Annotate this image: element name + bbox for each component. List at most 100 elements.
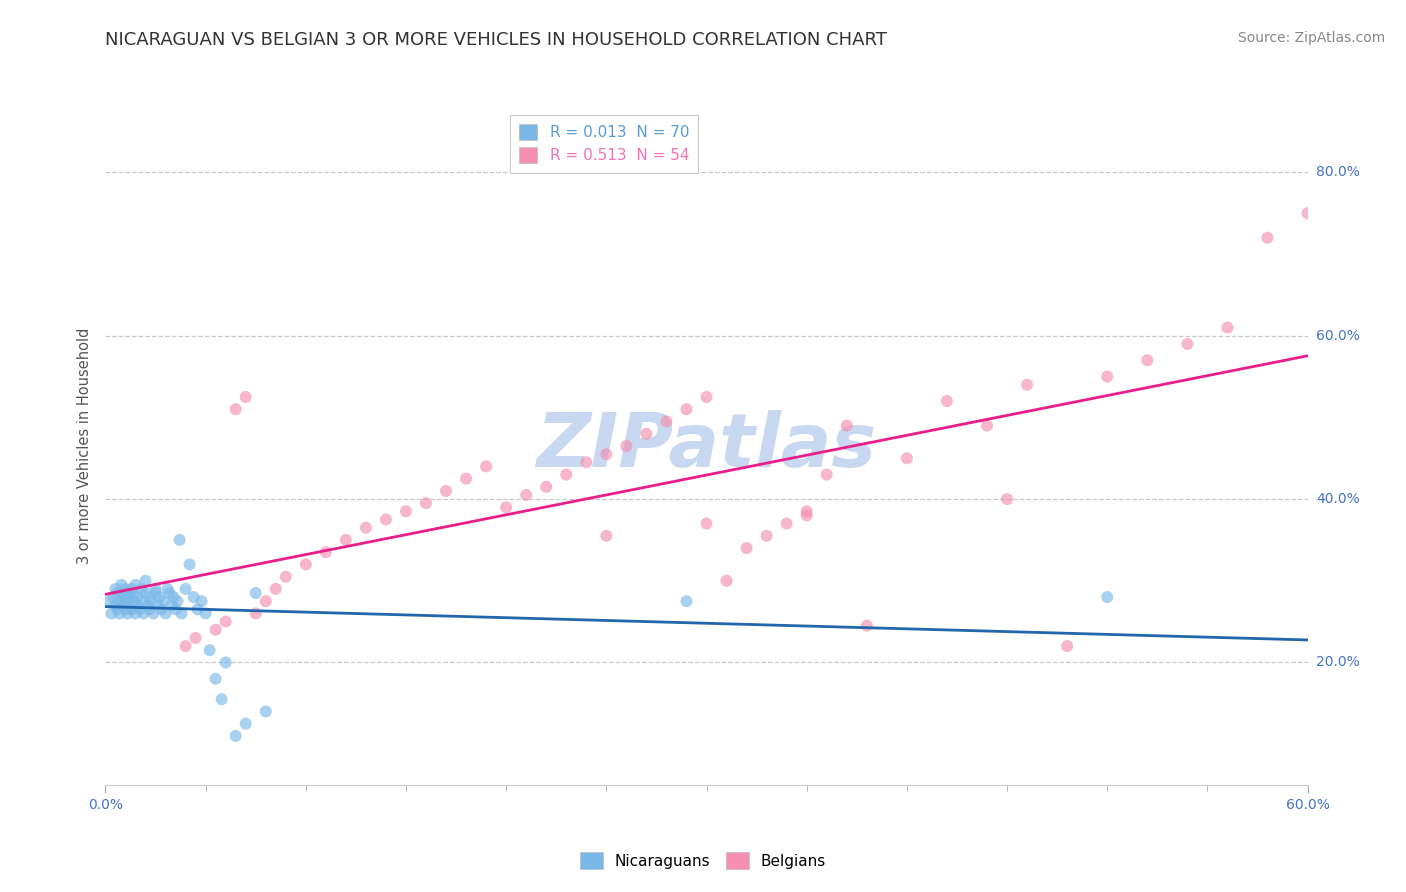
Point bbox=[162, 590, 184, 604]
Point bbox=[214, 615, 236, 629]
Point bbox=[179, 558, 201, 572]
Text: 40.0%: 40.0% bbox=[1316, 492, 1360, 506]
Point bbox=[184, 631, 207, 645]
Point bbox=[976, 418, 998, 433]
Point bbox=[995, 492, 1018, 507]
Point bbox=[174, 639, 197, 653]
Point bbox=[315, 545, 337, 559]
Point bbox=[225, 402, 247, 417]
Point bbox=[495, 500, 517, 515]
Point bbox=[204, 623, 226, 637]
Point bbox=[155, 607, 177, 621]
Point bbox=[245, 586, 267, 600]
Point bbox=[776, 516, 799, 531]
Point bbox=[117, 607, 139, 621]
Point bbox=[169, 533, 191, 547]
Point bbox=[415, 496, 437, 510]
Point bbox=[595, 529, 617, 543]
Point bbox=[118, 590, 141, 604]
Point bbox=[1216, 320, 1239, 334]
Point bbox=[454, 472, 477, 486]
Point bbox=[103, 590, 125, 604]
Point bbox=[183, 590, 205, 604]
Point bbox=[160, 599, 183, 613]
Point bbox=[128, 602, 150, 616]
Point bbox=[896, 451, 918, 466]
Point bbox=[98, 594, 121, 608]
Point bbox=[335, 533, 357, 547]
Point bbox=[354, 521, 377, 535]
Point bbox=[110, 578, 132, 592]
Point bbox=[146, 599, 169, 613]
Point bbox=[150, 602, 173, 616]
Text: 80.0%: 80.0% bbox=[1316, 165, 1360, 179]
Point bbox=[114, 594, 136, 608]
Point bbox=[145, 586, 167, 600]
Point bbox=[166, 594, 188, 608]
Point bbox=[796, 508, 818, 523]
Point bbox=[835, 418, 858, 433]
Point bbox=[1017, 377, 1039, 392]
Point bbox=[575, 455, 598, 469]
Point bbox=[1296, 206, 1319, 220]
Point bbox=[235, 390, 257, 404]
Point bbox=[159, 586, 181, 600]
Point bbox=[104, 599, 127, 613]
Point bbox=[204, 672, 226, 686]
Point bbox=[122, 586, 145, 600]
Point bbox=[1136, 353, 1159, 368]
Point bbox=[112, 599, 135, 613]
Point bbox=[135, 586, 157, 600]
Text: Source: ZipAtlas.com: Source: ZipAtlas.com bbox=[1237, 31, 1385, 45]
Point bbox=[214, 656, 236, 670]
Point bbox=[170, 607, 193, 621]
Text: 60.0%: 60.0% bbox=[1316, 329, 1360, 343]
Point bbox=[1097, 369, 1119, 384]
Point bbox=[855, 618, 877, 632]
Point bbox=[148, 590, 170, 604]
Point bbox=[124, 578, 146, 592]
Point bbox=[274, 570, 297, 584]
Point bbox=[1257, 231, 1279, 245]
Point bbox=[108, 594, 131, 608]
Point bbox=[135, 574, 157, 588]
Point bbox=[124, 607, 146, 621]
Point bbox=[138, 590, 160, 604]
Point bbox=[434, 483, 457, 498]
Point bbox=[194, 607, 217, 621]
Point bbox=[475, 459, 498, 474]
Point bbox=[141, 594, 163, 608]
Point bbox=[138, 602, 160, 616]
Point bbox=[225, 729, 247, 743]
Point bbox=[245, 607, 267, 621]
Point bbox=[131, 594, 153, 608]
Point bbox=[595, 447, 617, 461]
Point bbox=[534, 480, 557, 494]
Point bbox=[127, 590, 149, 604]
Point bbox=[152, 594, 174, 608]
Point bbox=[118, 599, 141, 613]
Point bbox=[755, 529, 778, 543]
Point bbox=[107, 586, 129, 600]
Point bbox=[104, 582, 127, 596]
Point bbox=[264, 582, 287, 596]
Point bbox=[254, 705, 277, 719]
Point bbox=[117, 586, 139, 600]
Text: ZIPatlas: ZIPatlas bbox=[537, 409, 876, 483]
Point bbox=[1097, 590, 1119, 604]
Point bbox=[655, 415, 678, 429]
Point bbox=[696, 390, 718, 404]
Point bbox=[112, 590, 135, 604]
Point bbox=[235, 716, 257, 731]
Point bbox=[122, 594, 145, 608]
Point bbox=[136, 599, 159, 613]
Point bbox=[374, 512, 398, 526]
Point bbox=[735, 541, 758, 555]
Point bbox=[395, 504, 418, 518]
Point bbox=[696, 516, 718, 531]
Point bbox=[187, 602, 209, 616]
Point bbox=[198, 643, 221, 657]
Text: NICARAGUAN VS BELGIAN 3 OR MORE VEHICLES IN HOUSEHOLD CORRELATION CHART: NICARAGUAN VS BELGIAN 3 OR MORE VEHICLES… bbox=[105, 31, 887, 49]
Point bbox=[254, 594, 277, 608]
Point bbox=[211, 692, 233, 706]
